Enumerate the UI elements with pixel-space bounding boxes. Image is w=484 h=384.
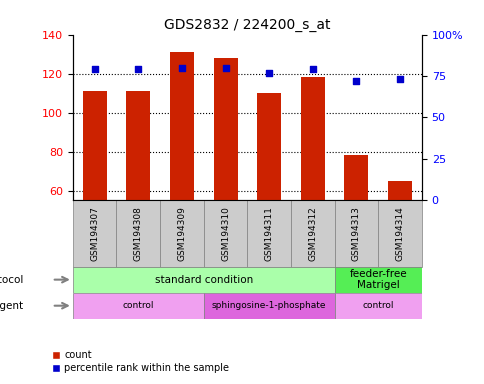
Bar [290, 200, 334, 266]
Text: GSM194309: GSM194309 [177, 206, 186, 261]
Bar [126, 91, 150, 200]
Bar [334, 200, 378, 266]
Title: GDS2832 / 224200_s_at: GDS2832 / 224200_s_at [164, 18, 330, 32]
Text: GSM194311: GSM194311 [264, 206, 273, 261]
Text: GSM194307: GSM194307 [90, 206, 99, 261]
Bar [73, 266, 334, 293]
Point [91, 66, 98, 73]
Bar [334, 266, 421, 293]
Text: standard condition: standard condition [154, 275, 252, 285]
Text: GSM194310: GSM194310 [221, 206, 229, 261]
Text: control: control [122, 301, 153, 310]
Text: agent: agent [0, 301, 24, 311]
Bar [213, 58, 237, 200]
Text: control: control [362, 301, 393, 310]
Bar [257, 93, 281, 200]
Point [178, 65, 185, 71]
Point [134, 66, 142, 73]
Point [308, 66, 316, 73]
Text: feeder-free
Matrigel: feeder-free Matrigel [349, 269, 406, 290]
Legend: count, percentile rank within the sample: count, percentile rank within the sample [48, 346, 232, 377]
Text: GSM194314: GSM194314 [395, 206, 404, 261]
Text: GSM194313: GSM194313 [351, 206, 360, 261]
Bar [160, 200, 203, 266]
Bar [247, 200, 290, 266]
Text: growth protocol: growth protocol [0, 275, 24, 285]
Bar [387, 181, 411, 200]
Bar [334, 293, 421, 319]
Bar [73, 293, 203, 319]
Bar [116, 200, 160, 266]
Bar [203, 293, 334, 319]
Text: GSM194312: GSM194312 [308, 206, 317, 261]
Bar [169, 52, 194, 200]
Point [395, 76, 403, 83]
Text: GSM194308: GSM194308 [134, 206, 142, 261]
Bar [73, 200, 116, 266]
Text: sphingosine-1-phosphate: sphingosine-1-phosphate [212, 301, 326, 310]
Point [221, 65, 229, 71]
Bar [203, 200, 247, 266]
Point [352, 78, 360, 84]
Bar [344, 156, 368, 200]
Bar [82, 91, 106, 200]
Point [265, 70, 272, 76]
Bar [378, 200, 421, 266]
Bar [300, 78, 324, 200]
